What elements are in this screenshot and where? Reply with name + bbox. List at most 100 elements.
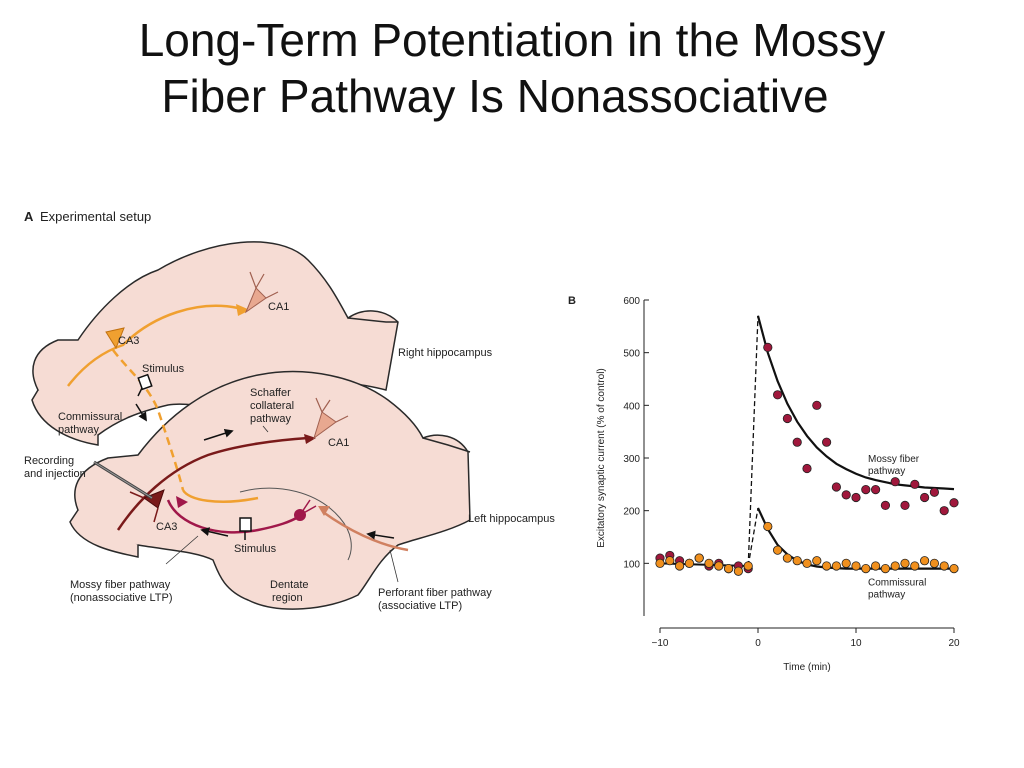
ca1-synapse-left (304, 434, 316, 444)
commissural-data-point (919, 556, 930, 566)
perforant-fiber-axon (322, 510, 409, 552)
commissural-data-point (812, 556, 822, 566)
x-tick-label: 0 (755, 638, 761, 649)
mossy-data-point (861, 485, 871, 495)
commissural-data-point (939, 561, 949, 571)
ca1-dendrites-right (249, 271, 279, 299)
ca3-neuron-left (142, 489, 165, 509)
commissural-data-point (841, 558, 851, 568)
mossy-data-point (782, 413, 792, 424)
ca3-dendrites-left (129, 491, 159, 523)
series-label-commissural-line-1: Commissural (868, 577, 926, 588)
title-line-2: Fiber Pathway Is Nonassociative (161, 70, 829, 122)
mossy-data-point (831, 482, 841, 492)
label-commissural-line-2: pathway (58, 424, 99, 436)
series-label-mossy-line-1: Mossy fiber (868, 454, 920, 465)
flow-arrow-perforant (366, 530, 395, 540)
ltp-time-course-chart: B 100 200 300 400 500 600 −10 0 10 20 Time (min) Ex… (568, 295, 960, 673)
ca1-neuron-right (244, 287, 267, 314)
slide-title: Long-Term Potentiation in the Mossy Fibe… (0, 12, 1024, 124)
flow-arrow-schaffer (203, 428, 234, 441)
commissural-data-point (655, 558, 665, 568)
flow-arrow-commissural (135, 403, 147, 422)
commissural-data-point (861, 563, 871, 574)
commissural-data-point (890, 561, 900, 571)
label-ca1-right: CA1 (268, 301, 289, 313)
commissural-data-point (949, 563, 959, 574)
label-schaffer-line-1: Schaffer (250, 387, 291, 399)
mossy-data-point (890, 477, 900, 487)
mossy-dashed-rise (747, 315, 759, 566)
label-left-hippocampus: Left hippocampus (468, 513, 555, 525)
schaffer-collateral-axon (116, 436, 309, 531)
label-dentate-line-1: Dentate (270, 579, 309, 591)
label-stimulus-top: Stimulus (142, 363, 185, 375)
mossy-data-point (821, 437, 832, 447)
panel-a-letter: A (24, 209, 34, 224)
label-recording-line-1: Recording (24, 455, 74, 467)
panel-a-heading: Experimental setup (40, 209, 151, 224)
mossy-data-point (919, 492, 930, 503)
commissural-data-point (870, 561, 881, 571)
commissural-data-point (782, 553, 792, 563)
label-mossy-line-1: Mossy fiber pathway (70, 579, 171, 591)
label-stimulus-bottom: Stimulus (234, 543, 277, 555)
experimental-setup-diagram: A Experimental setup (24, 209, 555, 612)
commissural-data-point (665, 556, 675, 566)
label-schaffer-line-3: pathway (250, 413, 291, 425)
perforant-synapse (318, 506, 330, 516)
commissural-data-point (792, 556, 802, 566)
commissural-data-point (724, 563, 734, 574)
ca3-neuron-right (105, 327, 125, 350)
mossy-data-point (792, 437, 802, 447)
mossy-fit-curve (756, 315, 955, 491)
commissural-data-point (929, 558, 939, 568)
commissural-data-point (821, 561, 832, 571)
x-tick-label: 10 (850, 638, 862, 649)
mossy-data-point (880, 500, 890, 510)
mossy-synapse (176, 496, 188, 508)
chart-fit-curves (659, 315, 955, 570)
mossy-data-point (900, 500, 910, 510)
mossy-data-point (870, 485, 881, 495)
ca1-synapse-right (236, 304, 250, 316)
commissural-data-point (704, 558, 714, 568)
commissural-data-point (900, 558, 910, 568)
x-tick-label: 20 (948, 638, 960, 649)
mossy-data-point (763, 342, 773, 353)
mossy-data-point (910, 479, 920, 489)
commissural-dashed-rise (747, 507, 759, 567)
series-label-mossy-line-2: pathway (868, 466, 905, 477)
chart-data-points (655, 342, 959, 576)
commissural-data-point (684, 558, 694, 568)
baseline-fit-line (659, 562, 749, 567)
mossy-data-point (851, 492, 861, 503)
ca1-dendrites-left (315, 397, 349, 423)
y-tick-label: 400 (623, 401, 640, 412)
commissural-data-point (910, 561, 920, 571)
label-recording-line-2: and injection (24, 468, 86, 480)
left-hippocampus-slice (69, 370, 471, 610)
label-perforant-line-2: (associative LTP) (378, 600, 462, 612)
y-tick-label: 100 (623, 559, 640, 570)
commissural-data-point (694, 553, 704, 563)
commissural-data-point (802, 558, 812, 568)
label-leader-lines (165, 425, 399, 583)
y-tick-label: 600 (623, 296, 640, 307)
title-line-1: Long-Term Potentiation in the Mossy (138, 14, 886, 66)
mossy-data-point (929, 487, 939, 497)
commissural-data-point (675, 561, 685, 571)
series-label-commissural-line-2: pathway (868, 589, 905, 600)
mossy-data-point (939, 506, 949, 516)
mossy-data-point (812, 400, 822, 410)
commissural-data-point (880, 563, 890, 574)
y-axis-title: Excitatory synaptic current (% of contro… (596, 368, 607, 548)
commissural-data-point (743, 561, 753, 571)
commissural-data-point (714, 561, 724, 571)
x-axis-title: Time (min) (783, 662, 830, 673)
label-mossy-line-2: (nonassociative LTP) (70, 592, 173, 604)
x-tick-label: −10 (652, 638, 669, 649)
commissural-data-point (763, 521, 773, 532)
mossy-fiber-axon (166, 499, 301, 534)
